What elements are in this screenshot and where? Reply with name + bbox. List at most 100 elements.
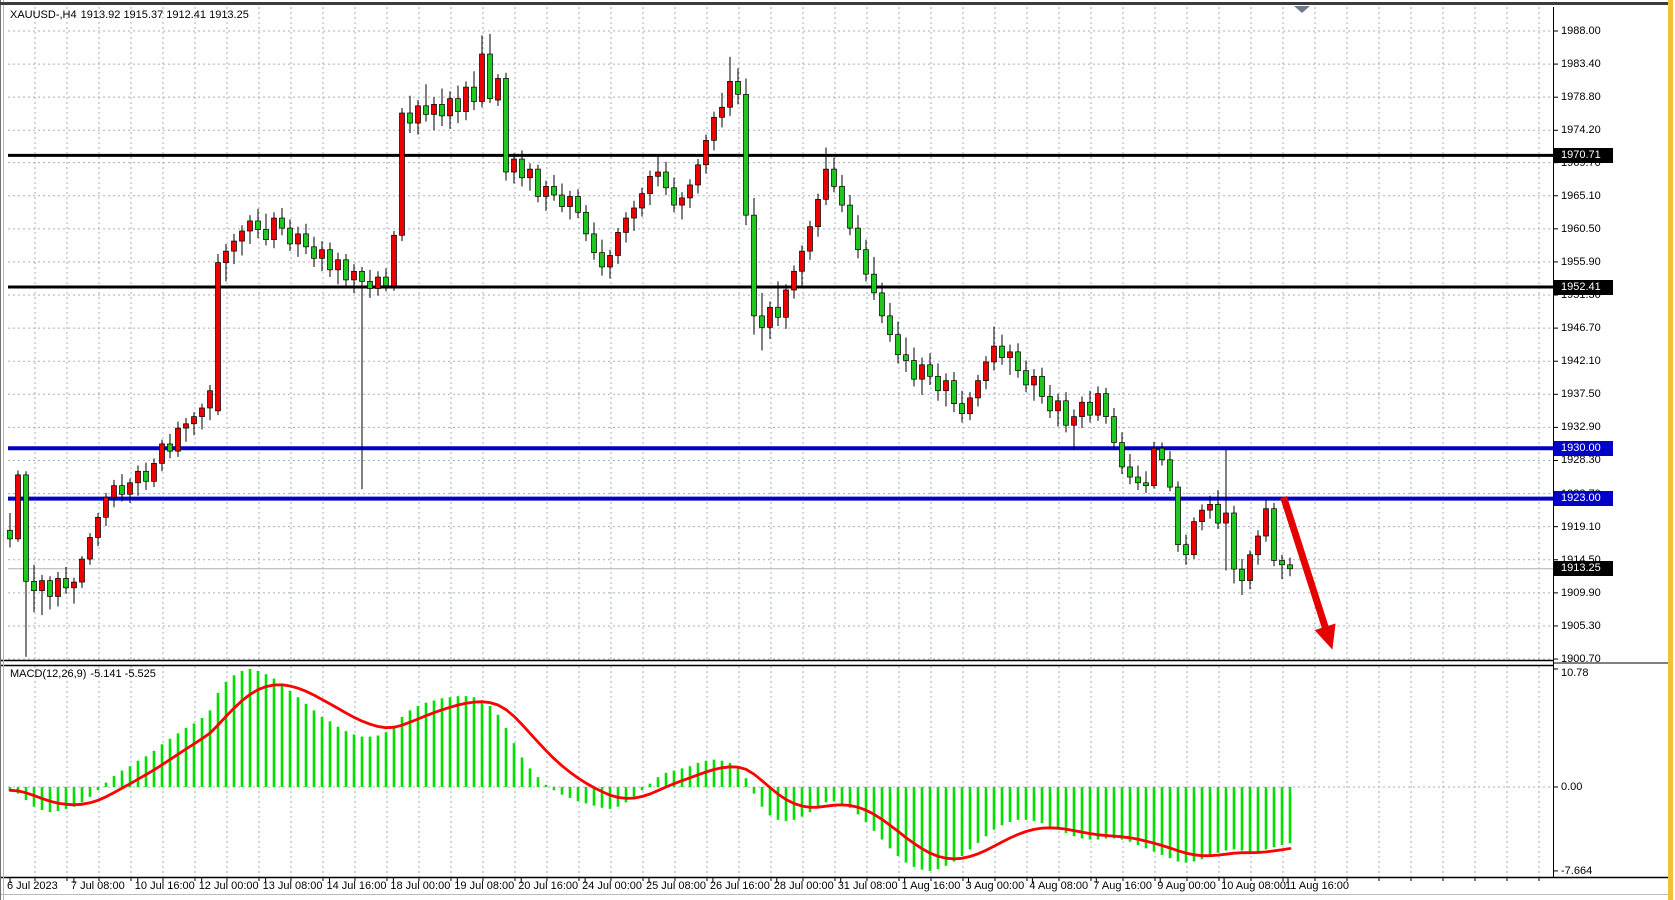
price-tick-label: 1988.00 — [1561, 25, 1601, 37]
candle-bear — [599, 252, 605, 268]
price-tick-label: 1905.30 — [1561, 619, 1601, 632]
macd-histogram-bar — [352, 734, 356, 787]
macd-histogram-bar — [576, 787, 580, 802]
price-tick-label: 1983.40 — [1561, 58, 1601, 71]
candle-bull — [375, 276, 381, 289]
macd-histogram-bar — [1072, 787, 1076, 837]
macd-histogram-bar — [776, 787, 780, 820]
candle-bear — [1111, 416, 1117, 443]
indicator-name-label: MACD(12,26,9) — [10, 668, 87, 680]
macd-histogram-bar — [680, 768, 684, 787]
macd-histogram-bar — [1224, 787, 1228, 851]
candle-bear — [1103, 393, 1109, 417]
candle-bear — [303, 233, 309, 248]
macd-histogram-bar — [552, 787, 556, 791]
macd-histogram-bar — [728, 762, 732, 787]
candle-bull — [983, 361, 989, 381]
macd-histogram-bar — [1080, 787, 1084, 839]
candle-bull — [1079, 401, 1085, 417]
macd-histogram-bar — [1240, 787, 1244, 851]
macd-histogram-bar — [328, 721, 332, 787]
candle-bull — [687, 184, 693, 199]
macd-histogram-bar — [592, 787, 596, 806]
candle-bear — [855, 227, 861, 251]
macd-indicator — [8, 668, 1292, 871]
macd-histogram-bar — [1056, 787, 1060, 830]
candle-bear — [871, 273, 877, 294]
candle-bull — [15, 474, 21, 540]
macd-histogram-bar — [408, 710, 412, 787]
candle-bear — [311, 246, 317, 259]
macd-histogram-bar — [976, 787, 980, 843]
macd-histogram-bar — [648, 783, 652, 787]
candle-bear — [583, 211, 589, 235]
macd-histogram-bar — [1232, 787, 1236, 850]
candle-bear — [47, 580, 53, 597]
candle-bull — [703, 139, 709, 166]
candle-bear — [487, 53, 493, 99]
ohlc-quote-label: 1913.92 1915.37 1912.41 1913.25 — [80, 9, 249, 21]
candle-bull — [623, 217, 629, 233]
candle-bear — [591, 233, 597, 253]
macd-histogram-bar — [800, 787, 804, 817]
indicator-tick-label: -7.664 — [1561, 864, 1593, 877]
macd-histogram-bar — [624, 787, 628, 803]
candle-bull — [415, 105, 421, 124]
candle-bear — [519, 158, 525, 179]
macd-histogram-bar — [960, 787, 964, 856]
candle-bear — [959, 403, 965, 415]
candle-bull — [199, 407, 205, 417]
time-tick-label: 20 Jul 16:00 — [518, 880, 579, 892]
macd-histogram-bar — [272, 678, 276, 787]
indicator-tick-label: 10.78 — [1561, 667, 1589, 679]
candle-bear — [1271, 508, 1277, 561]
macd-histogram-bar — [56, 787, 60, 812]
candle-bull — [639, 193, 645, 209]
candle-bear — [1015, 351, 1021, 371]
macd-histogram-bar — [768, 787, 772, 816]
candle-bull — [1263, 508, 1269, 537]
macd-histogram-bar — [1256, 787, 1260, 852]
macd-histogram-bar — [440, 698, 444, 787]
macd-histogram-bar — [224, 681, 228, 787]
candle-bull — [223, 250, 229, 263]
macd-histogram-bar — [824, 787, 828, 803]
candle-bull — [1151, 447, 1157, 487]
candle-bull — [207, 390, 213, 409]
macd-histogram-bar — [1112, 787, 1116, 839]
candle-bull — [711, 116, 717, 141]
candle-bear — [1087, 401, 1093, 416]
candle-bear — [951, 380, 957, 404]
time-tick-label: 18 Jul 00:00 — [390, 880, 451, 892]
candle-bear — [927, 364, 933, 377]
macd-histogram-bar — [1192, 787, 1196, 862]
macd-histogram-bar — [784, 787, 788, 821]
candle-bear — [1239, 568, 1245, 581]
macd-histogram-bar — [944, 787, 948, 866]
macd-histogram-bar — [1184, 787, 1188, 863]
macd-histogram-bar — [736, 768, 740, 787]
macd-histogram-bar — [1160, 787, 1164, 855]
current-price-badge: 1913.25 — [1554, 561, 1613, 577]
macd-histogram-bar — [872, 787, 876, 831]
candle-bear — [1063, 400, 1069, 426]
macd-histogram-bar — [1120, 787, 1124, 840]
time-tick-label: 11 Aug 16:00 — [1285, 880, 1350, 892]
macd-histogram-bar — [528, 768, 532, 787]
sell-arrow-annotation[interactable] — [1280, 496, 1336, 650]
candle-bull — [943, 380, 949, 392]
macd-histogram-bar — [80, 787, 84, 803]
macd-histogram-bar — [128, 766, 132, 787]
horizontal-level-lines[interactable] — [8, 153, 1553, 570]
candle-bull — [111, 485, 117, 498]
macd-histogram-bar — [48, 787, 52, 813]
axis-tick-marks — [9, 30, 1558, 883]
macd-histogram-bar — [936, 787, 940, 870]
macd-histogram-bar — [136, 760, 140, 787]
macd-histogram-bar — [144, 756, 148, 787]
macd-histogram-bar — [376, 735, 380, 787]
macd-histogram-bar — [184, 727, 188, 787]
macd-histogram-bar — [1176, 787, 1180, 862]
